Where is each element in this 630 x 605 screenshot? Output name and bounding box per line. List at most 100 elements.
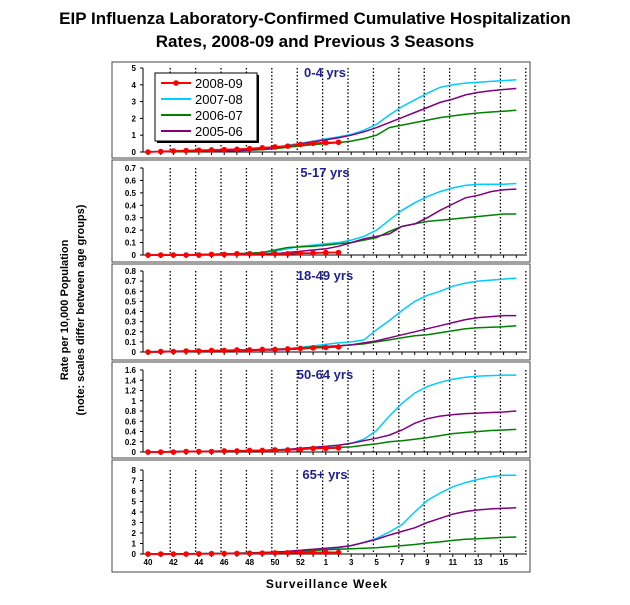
data-point-2008-09 <box>234 550 240 557</box>
x-tick-label: 3 <box>349 558 354 567</box>
data-point-2008-09 <box>208 147 215 153</box>
x-tick-label: 5 <box>374 558 379 567</box>
x-tick-label: 15 <box>499 558 508 567</box>
panel-0-4-yrs: 0 1 2 3 4 5 0-4 yrs 2008-092007-082006-072005-0… <box>111 61 531 159</box>
data-point-2008-09 <box>208 550 215 557</box>
data-point-2008-09 <box>196 252 202 258</box>
y-tick-label: 0.6 <box>125 417 137 426</box>
data-point-2008-09 <box>259 250 266 257</box>
y-tick-label: 0.3 <box>125 214 137 223</box>
data-point-2008-09 <box>145 349 151 355</box>
data-point-2008-09 <box>246 550 253 557</box>
y-tick-label: 3 <box>132 519 137 528</box>
data-point-2008-09 <box>335 549 342 556</box>
panel-50-64-yrs: 00.20.4 0.60.811.2 1.41.6 50-64 yrs <box>111 361 531 459</box>
data-point-2008-09 <box>284 250 291 257</box>
panel-18-49-yrs: 00.10.20.30.4 0.50.60.70.8 18-49 yrs <box>111 263 531 361</box>
data-point-2008-09 <box>170 148 177 154</box>
data-point-2008-09 <box>183 147 189 154</box>
y-tick-label: 0 <box>132 348 137 357</box>
legend-label: 2005-06 <box>195 124 243 139</box>
data-point-2008-09 <box>157 148 164 155</box>
y-tick-label: 0.8 <box>125 407 137 416</box>
panel-title: 65+ yrs <box>302 467 347 482</box>
y-tick-label: 0.6 <box>125 176 137 185</box>
x-tick-label: 40 <box>144 558 153 567</box>
chart-title-line2: Rates, 2008-09 and Previous 3 Seasons <box>156 32 474 51</box>
data-point-2008-09 <box>259 550 266 556</box>
data-point-2008-09 <box>323 249 329 256</box>
panel-title: 0-4 yrs <box>304 65 346 80</box>
y-tick-label: 0.5 <box>125 297 137 306</box>
x-tick-label: 42 <box>169 558 178 567</box>
data-point-2008-09 <box>221 550 227 557</box>
data-point-2008-09 <box>272 250 278 257</box>
data-point-2008-09 <box>335 249 342 256</box>
y-tick-label: 0 <box>132 550 137 559</box>
data-point-2008-09 <box>221 347 227 354</box>
legend-label: 2006-07 <box>195 108 243 123</box>
data-point-2008-09 <box>323 139 329 146</box>
x-tick-label: 9 <box>425 558 430 567</box>
data-point-2008-09 <box>183 448 189 455</box>
data-point-2008-09 <box>221 251 227 258</box>
data-point-2008-09 <box>323 549 329 556</box>
y-tick-label: 0.7 <box>125 164 137 173</box>
data-point-2008-09 <box>284 447 291 453</box>
data-point-2008-09 <box>196 147 202 154</box>
data-point-2008-09 <box>246 145 253 152</box>
series-line-2008-09 <box>148 251 339 256</box>
data-point-2008-09 <box>157 551 164 557</box>
data-point-2008-09 <box>323 445 329 452</box>
legend-label: 2007-08 <box>195 92 243 107</box>
data-point-2008-09 <box>145 149 151 155</box>
data-point-2008-09 <box>157 348 164 355</box>
y-tick-label: 1 <box>132 540 137 549</box>
x-tick-label: 44 <box>194 558 203 567</box>
data-point-2008-09 <box>335 445 342 451</box>
y-tick-label: 0.2 <box>125 438 137 447</box>
y-tick-label: 4 <box>132 81 137 90</box>
series-line-2008-09 <box>148 551 339 555</box>
y-tick-label: 3 <box>132 98 137 107</box>
data-point-2008-09 <box>145 551 151 557</box>
y-tick-label: 0.4 <box>125 308 137 317</box>
y-tick-label: 0.1 <box>125 338 137 347</box>
x-tick-label: 13 <box>474 558 483 567</box>
data-point-2008-09 <box>145 252 151 258</box>
data-point-2008-09 <box>297 345 304 352</box>
x-axis-label: Surveillance Week <box>266 577 388 591</box>
x-tick-label: 1 <box>324 558 329 567</box>
data-point-2008-09 <box>335 139 342 146</box>
x-tick-label: 48 <box>245 558 254 567</box>
data-point-2008-09 <box>297 446 304 453</box>
x-tick-label: 11 <box>449 558 458 567</box>
y-tick-label: 1.2 <box>125 387 137 396</box>
y-axis-label-line2: (note: scales differ between age groups) <box>75 204 87 415</box>
data-point-2008-09 <box>259 447 266 454</box>
y-tick-label: 0.2 <box>125 226 137 235</box>
y-tick-label: 4 <box>132 508 137 517</box>
y-tick-label: 8 <box>132 466 137 475</box>
data-point-2008-09 <box>284 549 291 556</box>
data-point-2008-09 <box>196 448 202 455</box>
data-point-2008-09 <box>157 449 164 455</box>
y-tick-label: 5 <box>132 498 137 507</box>
y-tick-label: 7 <box>132 477 137 486</box>
y-tick-label: 2 <box>132 529 137 538</box>
data-point-2008-09 <box>272 346 278 353</box>
data-point-2008-09 <box>208 347 215 354</box>
data-point-2008-09 <box>310 345 316 351</box>
y-tick-label: 0.2 <box>125 328 137 337</box>
legend-marker <box>173 80 179 86</box>
y-tick-label: 0.7 <box>125 277 137 286</box>
y-tick-label: 0.3 <box>125 318 137 327</box>
data-point-2008-09 <box>145 449 151 455</box>
panel-title: 5-17 yrs <box>300 165 349 180</box>
y-tick-label: 0.5 <box>125 189 137 198</box>
y-tick-label: 5 <box>132 64 137 73</box>
panel-title: 50-64 yrs <box>297 367 353 382</box>
y-tick-label: 0.4 <box>125 428 137 437</box>
data-point-2008-09 <box>297 250 304 256</box>
